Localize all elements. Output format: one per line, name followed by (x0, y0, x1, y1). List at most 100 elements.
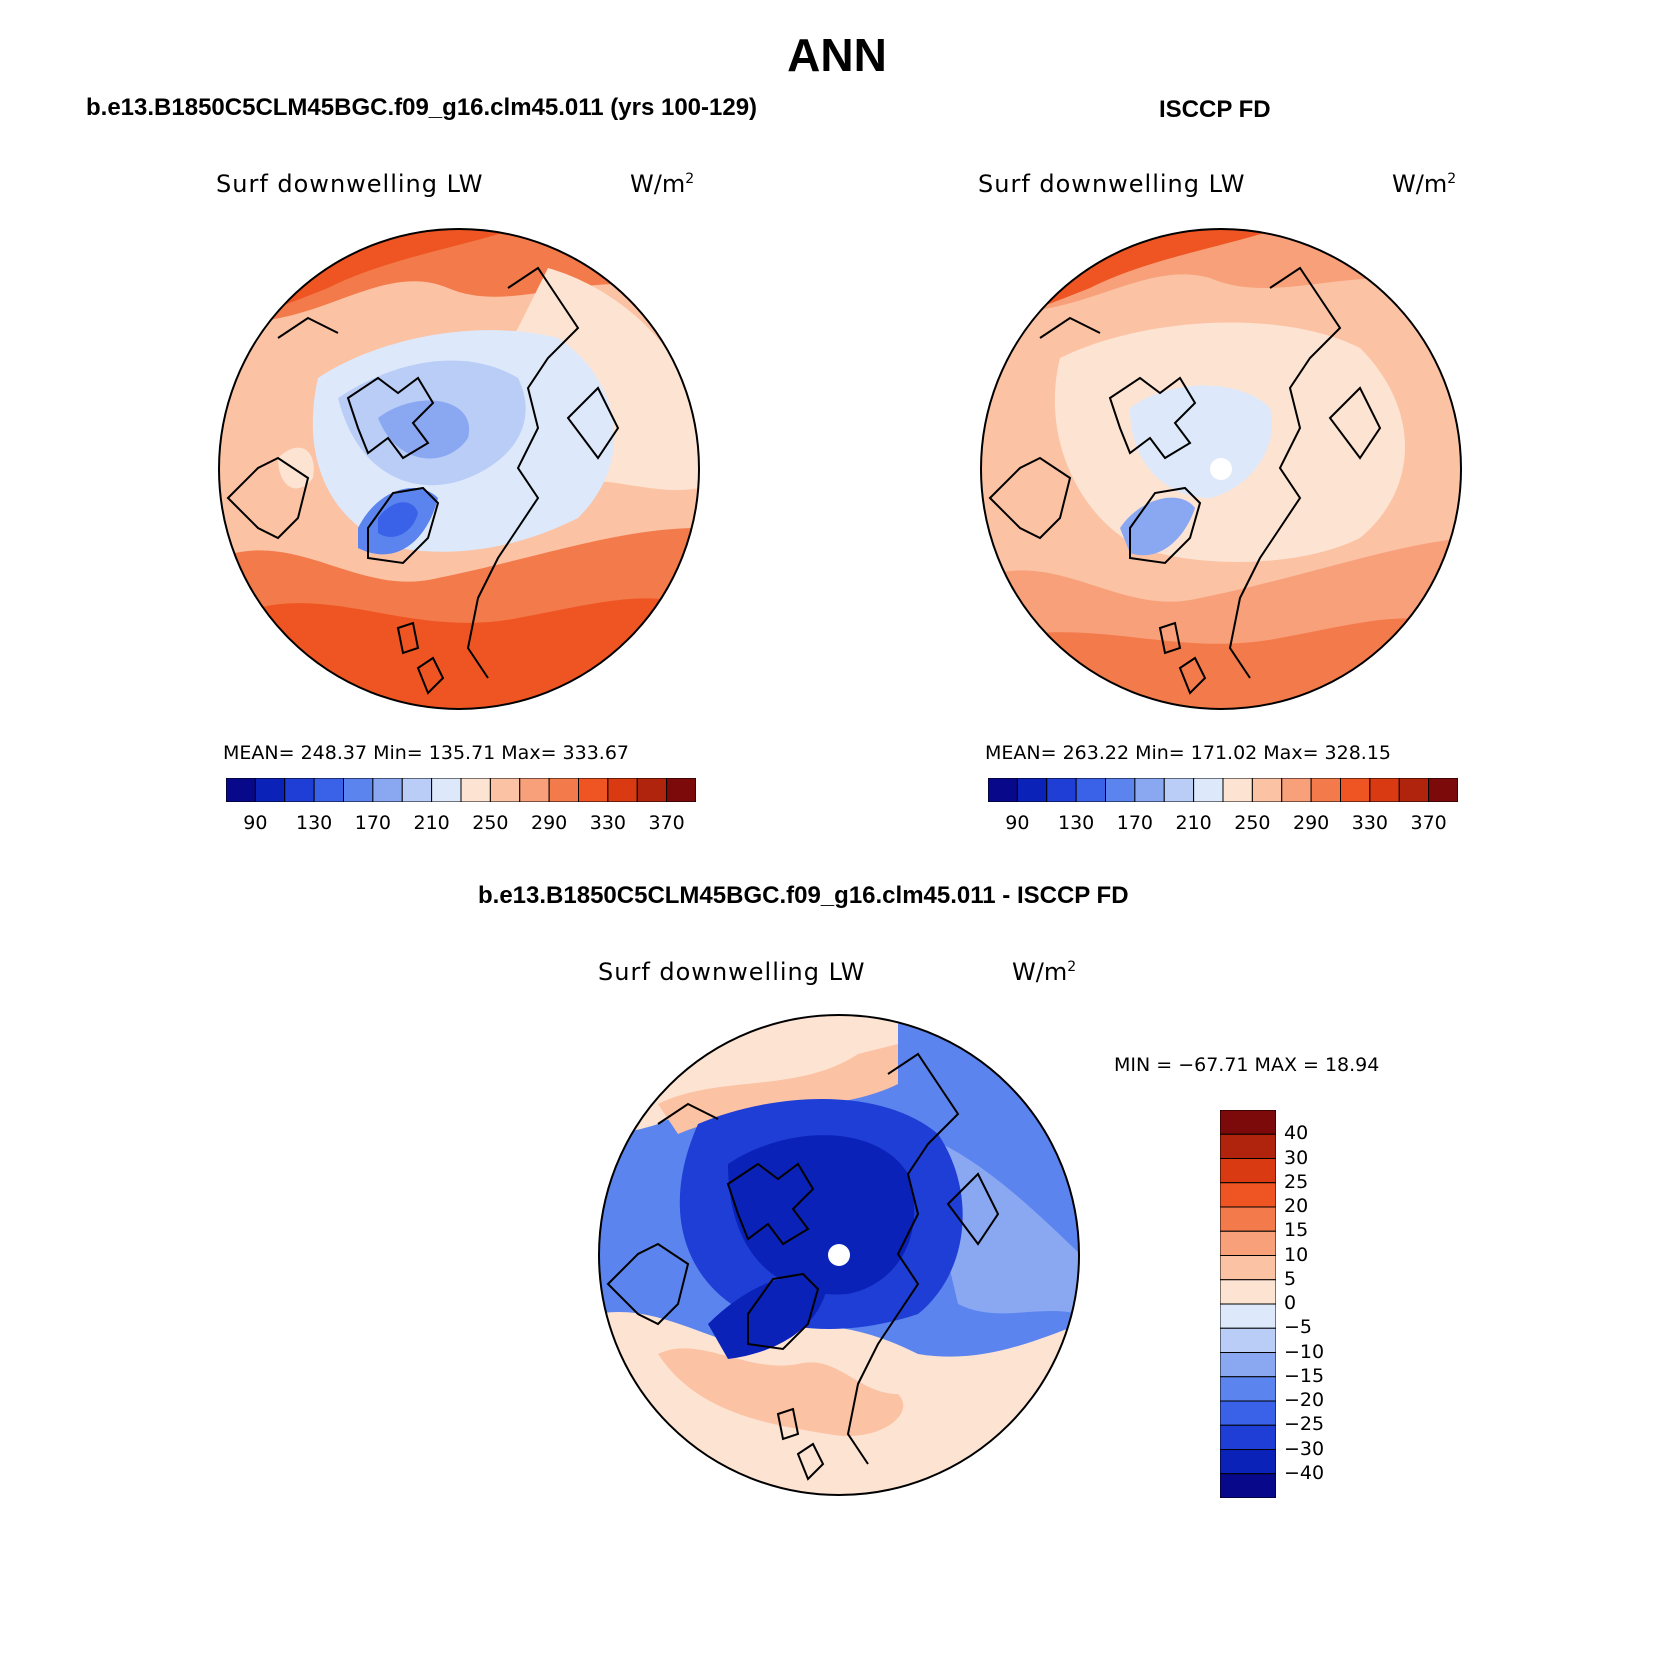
difference-panel-title: b.e13.B1850C5CLM45BGC.f09_g16.clm45.011 … (478, 882, 1129, 909)
colorbar-swatch (1220, 1449, 1276, 1475)
model-colorbar (226, 778, 696, 802)
colorbar-swatch (1220, 1206, 1276, 1232)
colorbar-tick-label: 370 (1410, 812, 1447, 834)
colorbar-tick-label: 130 (295, 812, 333, 834)
difference-colorbar-ticks: 40 30 25 20 15 10 5 0 −5 −10 −15 −20 −25 −30 −40 (1284, 1110, 1364, 1498)
colorbar-swatch (1220, 1133, 1276, 1159)
figure-title: ANN (787, 29, 887, 81)
colorbar-tick-label: 330 (1351, 812, 1388, 834)
colorbar-tick-label: −5 (1284, 1316, 1313, 1339)
colorbar-tick-label: 290 (1292, 812, 1330, 834)
colorbar-swatch (607, 778, 638, 802)
colorbar-swatch (1340, 778, 1371, 802)
colorbar-swatch (1016, 778, 1048, 802)
difference-units-label: W/m2 (1012, 958, 1077, 986)
colorbar-tick-label: 0 (1284, 1292, 1297, 1314)
colorbar-swatch (1251, 778, 1283, 802)
colorbar-tick-label: 30 (1284, 1146, 1309, 1169)
colorbar-swatch (1193, 778, 1224, 802)
colorbar-tick-label: 90 (243, 812, 268, 834)
colorbar-swatch (1105, 778, 1136, 802)
colorbar-swatch (460, 778, 491, 802)
colorbar-swatch (1220, 1255, 1276, 1281)
colorbar-swatch (1220, 1182, 1276, 1208)
colorbar-tick-label: 90 (1005, 812, 1030, 834)
colorbar-tick-label: 170 (354, 812, 391, 834)
colorbar-tick-label: 290 (530, 812, 568, 834)
obs-variable-label: Surf downwelling LW (978, 170, 1246, 198)
obs-colorbar-ticks: 90 130 170 210 250 290 330 370 (988, 812, 1458, 836)
difference-colorbar (1220, 1110, 1276, 1498)
difference-stats: MIN = −67.71 MAX = 18.94 (1114, 1054, 1380, 1076)
colorbar-swatch (1220, 1473, 1276, 1498)
colorbar-swatch (1220, 1376, 1276, 1402)
colorbar-tick-label: −30 (1284, 1437, 1325, 1460)
colorbar-tick-label: 130 (1057, 812, 1095, 834)
colorbar-tick-label: 15 (1284, 1219, 1309, 1242)
colorbar-swatch (1163, 778, 1195, 802)
colorbar-tick-label: 170 (1116, 812, 1153, 834)
colorbar-swatch (1220, 1279, 1276, 1305)
colorbar-tick-label: 330 (589, 812, 626, 834)
colorbar-tick-label: 10 (1284, 1243, 1309, 1266)
colorbar-swatch (489, 778, 521, 802)
model-panel-title: b.e13.B1850C5CLM45BGC.f09_g16.clm45.011 … (86, 94, 758, 121)
colorbar-tick-label: −15 (1284, 1364, 1325, 1387)
colorbar-swatch (1046, 778, 1077, 802)
colorbar-swatch (1220, 1110, 1276, 1135)
colorbar-swatch (988, 778, 1018, 802)
colorbar-tick-label: −10 (1284, 1340, 1325, 1363)
colorbar-swatch (1220, 1158, 1276, 1184)
colorbar-tick-label: 250 (472, 812, 509, 834)
colorbar-swatch (1220, 1230, 1276, 1256)
colorbar-swatch (578, 778, 609, 802)
colorbar-tick-label: 5 (1284, 1267, 1297, 1290)
colorbar-swatch (1075, 778, 1106, 802)
colorbar-swatch (1220, 1400, 1276, 1426)
difference-polar-map (598, 1014, 1080, 1496)
colorbar-tick-label: −40 (1284, 1461, 1325, 1484)
model-colorbar-ticks: 90 130 170 210 250 290 330 370 (226, 812, 696, 836)
colorbar-swatch (1369, 778, 1400, 802)
colorbar-swatch (431, 778, 462, 802)
colorbar-swatch (1281, 778, 1312, 802)
difference-variable-label: Surf downwelling LW (598, 958, 866, 986)
colorbar-swatch (343, 778, 374, 802)
obs-colorbar (988, 778, 1458, 802)
colorbar-tick-label: 370 (648, 812, 685, 834)
colorbar-swatch (226, 778, 256, 802)
colorbar-swatch (1220, 1424, 1276, 1450)
colorbar-swatch (1220, 1303, 1276, 1329)
model-units-label: W/m2 (630, 170, 695, 198)
colorbar-swatch (1398, 778, 1430, 802)
model-variable-label: Surf downwelling LW (216, 170, 484, 198)
colorbar-tick-label: 210 (1175, 812, 1212, 834)
colorbar-tick-label: 250 (1234, 812, 1271, 834)
colorbar-swatch (1428, 778, 1458, 802)
colorbar-swatch (1220, 1327, 1276, 1353)
colorbar-swatch (284, 778, 315, 802)
colorbar-swatch (372, 778, 403, 802)
colorbar-swatch (1220, 1352, 1276, 1378)
colorbar-tick-label: 25 (1284, 1170, 1309, 1193)
obs-polar-map (980, 228, 1462, 710)
obs-units-label: W/m2 (1392, 170, 1457, 198)
colorbar-tick-label: −25 (1284, 1413, 1325, 1436)
colorbar-swatch (1310, 778, 1341, 802)
colorbar-swatch (401, 778, 433, 802)
colorbar-tick-label: −20 (1284, 1389, 1325, 1411)
model-polar-map (218, 228, 700, 710)
model-stats: MEAN= 248.37 Min= 135.71 Max= 333.67 (223, 742, 630, 764)
colorbar-swatch (313, 778, 344, 802)
obs-panel-title: ISCCP FD (1159, 96, 1271, 123)
colorbar-tick-label: 40 (1284, 1122, 1309, 1145)
colorbar-swatch (666, 778, 696, 802)
colorbar-swatch (254, 778, 286, 802)
colorbar-tick-label: 210 (413, 812, 450, 834)
colorbar-swatch (519, 778, 550, 802)
colorbar-swatch (1134, 778, 1165, 802)
colorbar-swatch (548, 778, 579, 802)
colorbar-swatch (1222, 778, 1253, 802)
colorbar-swatch (636, 778, 668, 802)
obs-stats: MEAN= 263.22 Min= 171.02 Max= 328.15 (985, 742, 1392, 764)
